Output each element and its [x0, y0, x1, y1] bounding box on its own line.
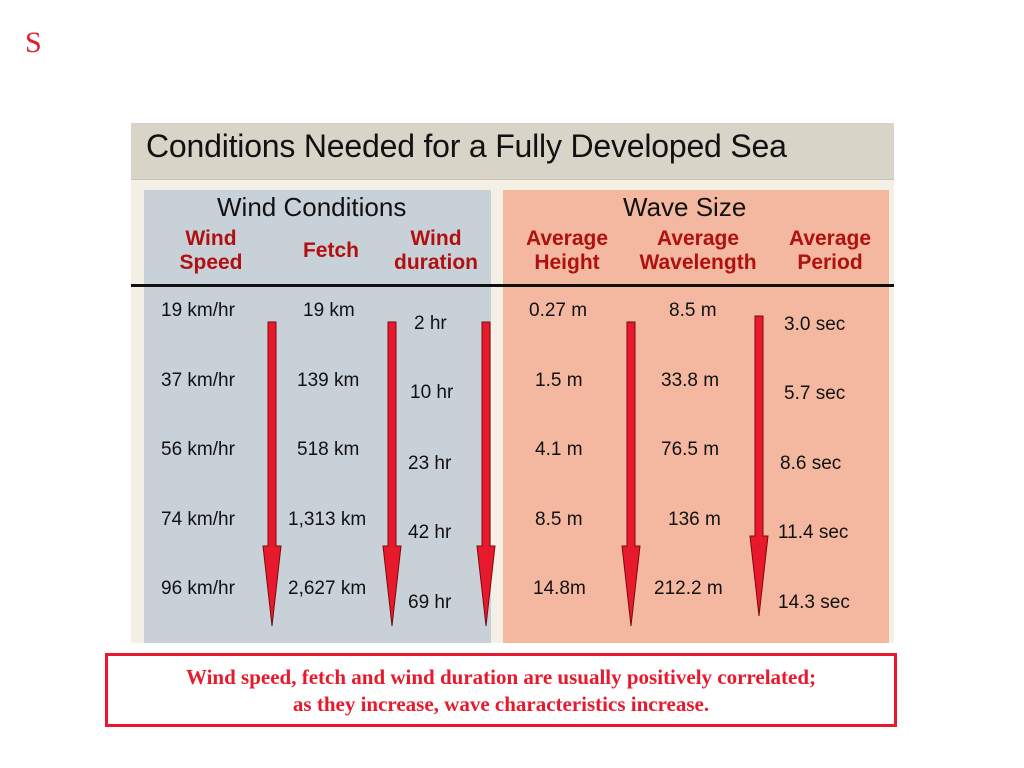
- cell-wind-duration: 42 hr: [408, 522, 452, 543]
- cell-wind-speed: 96 km/hr: [161, 578, 235, 599]
- header-average-period: Average Period: [788, 227, 872, 274]
- figure-title-bar: Conditions Needed for a Fully Developed …: [131, 123, 894, 180]
- header-average-height: Average Height: [525, 227, 609, 274]
- cell-wind-speed: 56 km/hr: [161, 439, 235, 460]
- cell-average-wavelength: 136 m: [668, 509, 721, 530]
- cell-average-period: 14.3 sec: [778, 592, 850, 613]
- cell-average-height: 14.8m: [533, 578, 586, 599]
- cell-average-wavelength: 212.2 m: [654, 578, 723, 599]
- cell-average-period: 8.6 sec: [780, 453, 842, 474]
- caption-line-2: as they increase, wave characteristics i…: [292, 692, 710, 716]
- cell-wind-duration: 69 hr: [408, 592, 452, 613]
- wave-size-panel: Wave Size Average Height Average Wavelen…: [503, 190, 889, 643]
- caption-line-1: Wind speed, fetch and wind duration are …: [185, 665, 817, 689]
- cell-fetch: 139 km: [297, 370, 360, 391]
- header-average-wavelength: Average Wavelength: [639, 227, 757, 274]
- cell-fetch: 2,627 km: [288, 578, 367, 599]
- header-wind-speed: Wind Speed: [179, 227, 243, 274]
- cell-fetch: 19 km: [303, 300, 355, 321]
- cell-average-wavelength: 76.5 m: [661, 439, 720, 460]
- cell-average-height: 8.5 m: [535, 509, 583, 530]
- cell-average-height: 1.5 m: [535, 370, 583, 391]
- cell-wind-speed: 19 km/hr: [161, 300, 235, 321]
- figure-title: Conditions Needed for a Fully Developed …: [146, 128, 787, 164]
- cell-average-wavelength: 8.5 m: [669, 300, 717, 321]
- header-fetch: Fetch: [302, 239, 359, 262]
- cell-wind-duration: 23 hr: [408, 453, 452, 474]
- wind-conditions-heading: Wind Conditions: [217, 192, 407, 222]
- header-wind-duration: Wind duration: [394, 227, 478, 274]
- wave-conditions-figure: Conditions Needed for a Fully Developed …: [131, 123, 894, 643]
- wave-size-heading: Wave Size: [623, 192, 747, 222]
- corner-label: S: [25, 26, 42, 59]
- cell-average-period: 11.4 sec: [778, 522, 849, 543]
- cell-wind-speed: 37 km/hr: [161, 370, 235, 391]
- cell-average-period: 5.7 sec: [784, 383, 846, 404]
- cell-fetch: 1,313 km: [288, 509, 367, 530]
- cell-fetch: 518 km: [297, 439, 360, 460]
- cell-average-height: 4.1 m: [535, 439, 583, 460]
- cell-average-period: 3.0 sec: [784, 314, 846, 335]
- cell-average-wavelength: 33.8 m: [661, 370, 720, 391]
- cell-wind-duration: 10 hr: [410, 382, 454, 403]
- caption-box: Wind speed, fetch and wind duration are …: [105, 653, 897, 727]
- header-divider: [131, 284, 894, 287]
- cell-wind-duration: 2 hr: [414, 313, 447, 334]
- wind-conditions-panel: Wind Conditions Wind Speed Fetch Wind du…: [144, 190, 491, 643]
- cell-wind-speed: 74 km/hr: [161, 509, 235, 530]
- cell-average-height: 0.27 m: [529, 300, 588, 321]
